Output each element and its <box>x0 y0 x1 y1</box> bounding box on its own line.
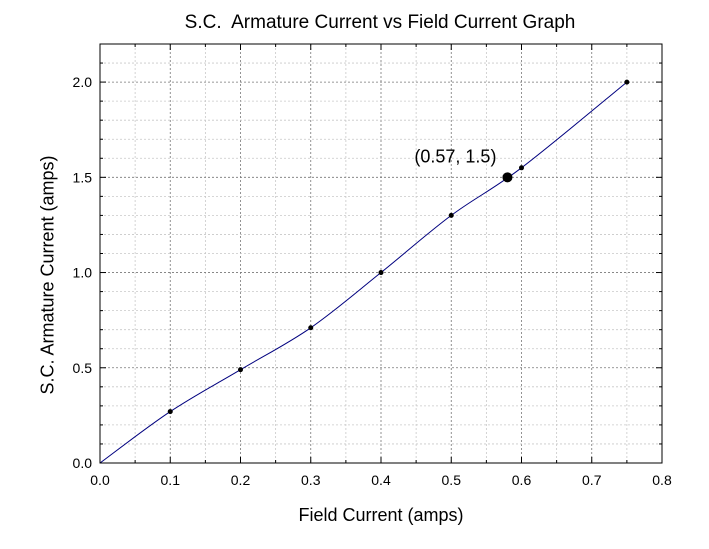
y-tick-label: 0.0 <box>73 455 93 471</box>
x-tick-label: 0.7 <box>582 472 602 488</box>
data-point <box>624 79 630 85</box>
y-tick-label: 0.5 <box>73 360 93 376</box>
data-point <box>238 367 243 373</box>
x-tick-label: 0.1 <box>161 472 181 488</box>
x-tick-label: 0.5 <box>442 472 462 488</box>
data-point <box>519 165 524 171</box>
y-tick-label: 2.0 <box>73 74 93 90</box>
x-tick-label: 0.2 <box>231 472 251 488</box>
data-point <box>308 325 314 331</box>
highlight-point <box>502 172 513 183</box>
x-tick-label: 0.4 <box>371 472 391 488</box>
highlight-label: (0.57, 1.5) <box>414 146 496 166</box>
x-tick-label: 0.8 <box>652 472 672 488</box>
data-point <box>448 212 454 218</box>
x-tick-label: 0.6 <box>512 472 532 488</box>
plot-frame <box>99 43 663 464</box>
y-tick-label: 1.0 <box>73 265 93 281</box>
chart-title: S.C. Armature Current vs Field Current G… <box>184 12 576 33</box>
data-point <box>167 409 173 415</box>
x-tick-label: 0.0 <box>90 472 110 488</box>
y-tick-label: 1.5 <box>73 169 93 185</box>
y-axis-label: S.C. Armature Current (amps) <box>37 155 58 395</box>
data-point <box>378 270 384 276</box>
x-tick-label: 0.3 <box>301 472 321 488</box>
series-line <box>99 81 628 464</box>
x-axis-label: Field Current (amps) <box>298 505 464 525</box>
